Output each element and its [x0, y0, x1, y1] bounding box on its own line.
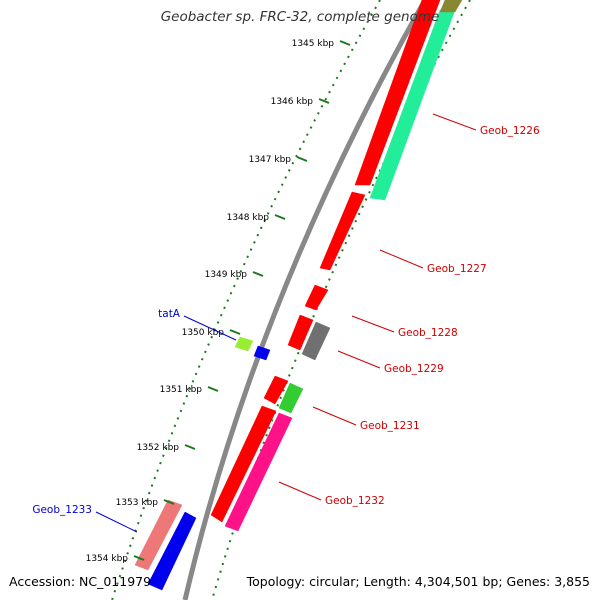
genome-backbone	[182, 0, 428, 600]
tick-label: 1354 kbp	[86, 554, 129, 564]
tick-label: 1351 kbp	[160, 385, 203, 395]
gene-geob-1231-a[interactable]	[263, 375, 289, 405]
guide-dotted-line	[211, 0, 471, 600]
scale-dotted-line	[111, 0, 381, 600]
gene-geob-1232-a[interactable]	[210, 405, 277, 523]
gene-label[interactable]: Geob_1231	[360, 420, 420, 432]
gene-labels: Geob_1226 Geob_1227 Geob_1228 Geob_1229 Geob…	[32, 113, 540, 533]
gene-label[interactable]: tatA	[158, 308, 181, 320]
gene-geob-1228[interactable]	[304, 284, 329, 311]
callout-line	[337, 350, 381, 369]
callout-line	[379, 249, 424, 269]
accession-text: Accession: NC_011979	[9, 574, 152, 589]
gene-label[interactable]: Geob_1228	[398, 327, 458, 339]
gene-geob-1232[interactable]	[224, 412, 293, 532]
tick-label: 1353 kbp	[116, 498, 159, 508]
tick-mark	[184, 444, 196, 450]
gene-tata-a[interactable]	[234, 336, 254, 352]
tick-mark	[252, 271, 264, 277]
gene-label[interactable]: Geob_1226	[480, 125, 540, 137]
topology-text: Topology: circular; Length: 4,304,501 bp…	[246, 574, 590, 589]
gene-tata[interactable]	[253, 345, 271, 361]
callout-line	[183, 315, 237, 341]
callout-line	[95, 511, 138, 533]
tick-label: 1345 kbp	[292, 39, 335, 49]
gene-geob-1229-a[interactable]	[287, 314, 314, 351]
tick-mark	[229, 329, 241, 335]
tick-mark	[207, 386, 219, 392]
gene-geob-1231[interactable]	[278, 382, 304, 414]
gene-geob-1227[interactable]	[319, 191, 366, 271]
tick-mark	[133, 555, 145, 561]
tick-label: 1347 kbp	[249, 155, 292, 165]
gene-features	[134, 0, 463, 591]
kbp-scale: 1345 kbp 1346 kbp 1347 kbp 1348 kbp 1349 kbp…	[86, 39, 351, 564]
gene-label[interactable]: Geob_1229	[384, 363, 444, 375]
map-title: Geobacter sp. FRC-32, complete genome	[160, 9, 440, 25]
tick-mark	[163, 499, 175, 505]
gene-top-olive[interactable]	[439, 0, 463, 13]
callout-line	[351, 315, 395, 333]
tick-label: 1346 kbp	[271, 97, 314, 107]
gene-geob-1226[interactable]	[354, 0, 441, 186]
gene-label[interactable]: Geob_1233	[32, 504, 92, 516]
callout-line	[432, 113, 477, 131]
tick-label: 1349 kbp	[205, 270, 248, 280]
tick-label: 1348 kbp	[227, 213, 270, 223]
gene-label[interactable]: Geob_1227	[427, 263, 487, 275]
gene-geob-1233-a[interactable]	[134, 499, 183, 571]
callout-line	[312, 406, 357, 426]
tick-label: 1350 kbp	[182, 328, 225, 338]
callout-line	[278, 481, 322, 501]
tick-mark	[274, 214, 286, 220]
tick-mark	[339, 40, 351, 46]
gene-geob-1229[interactable]	[301, 321, 331, 361]
gene-label[interactable]: Geob_1232	[325, 495, 385, 507]
gene-geob-1233[interactable]	[147, 511, 197, 591]
tick-mark	[318, 98, 330, 104]
tick-mark	[296, 156, 308, 162]
tick-label: 1352 kbp	[137, 443, 180, 453]
